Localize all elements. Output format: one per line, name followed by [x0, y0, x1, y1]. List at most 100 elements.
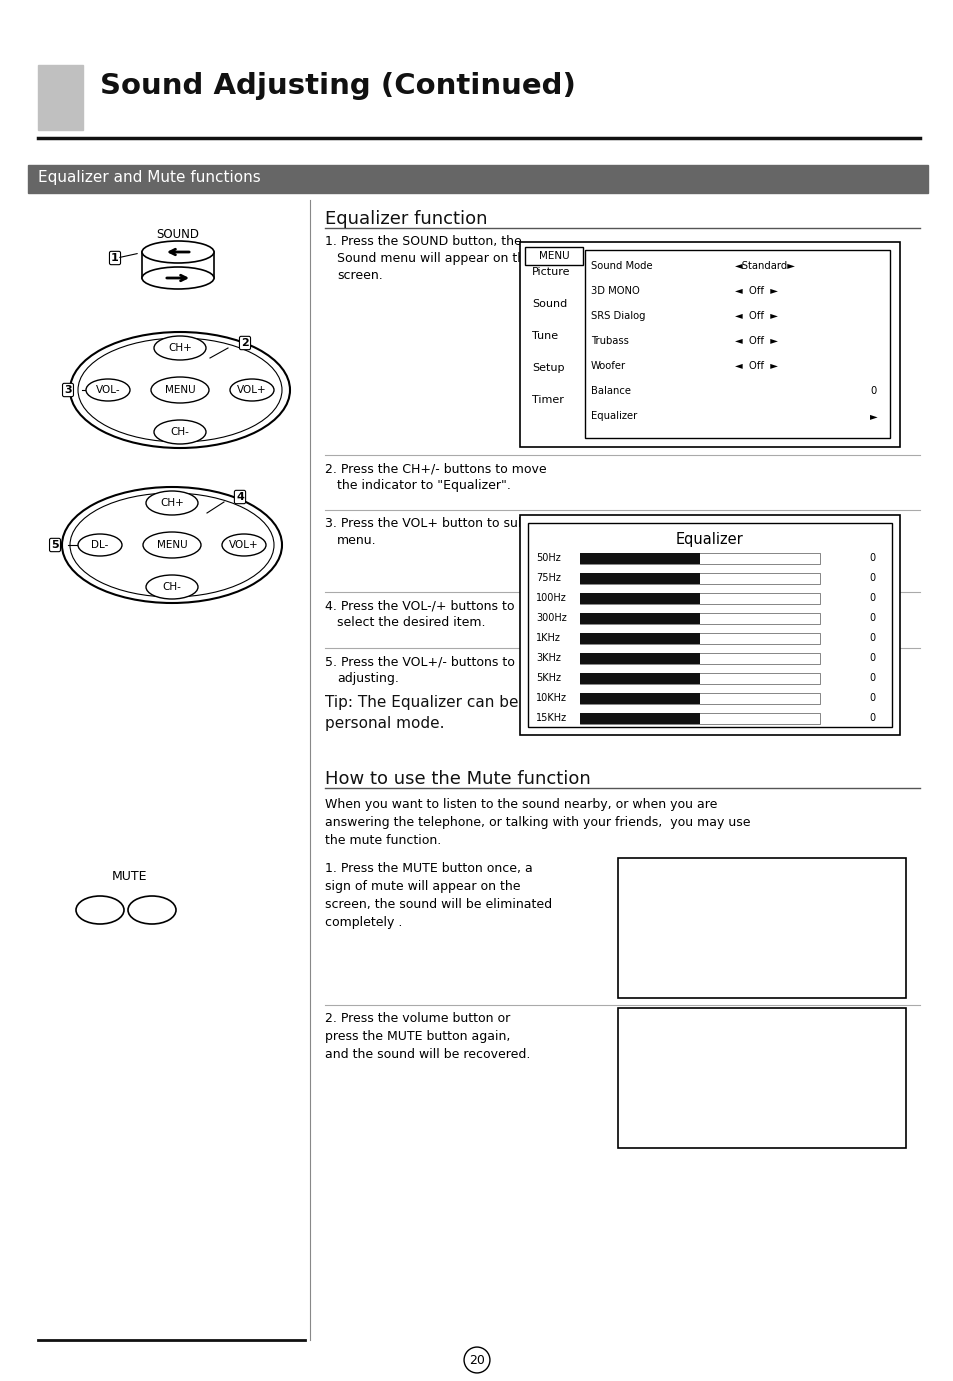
Ellipse shape — [153, 336, 206, 360]
Text: DL-: DL- — [91, 540, 109, 550]
Text: ◄  Off  ►: ◄ Off ► — [734, 360, 778, 371]
Text: Equalizer function: Equalizer function — [325, 210, 487, 228]
Text: 1KHz: 1KHz — [536, 632, 560, 644]
Text: VOL+: VOL+ — [229, 540, 258, 550]
Text: 0: 0 — [868, 673, 874, 684]
Ellipse shape — [142, 267, 213, 289]
Text: CH-: CH- — [162, 581, 181, 592]
Text: 0: 0 — [868, 592, 874, 603]
Text: Sound Adjusting (Continued): Sound Adjusting (Continued) — [100, 72, 576, 99]
Text: CH+: CH+ — [168, 342, 192, 354]
Text: 0: 0 — [868, 573, 874, 583]
Text: Timer: Timer — [532, 395, 563, 405]
Text: select the desired item.: select the desired item. — [336, 616, 485, 628]
Text: 0: 0 — [868, 632, 874, 644]
Bar — [579, 613, 700, 624]
Text: VOL+: VOL+ — [237, 385, 267, 395]
Text: Tip: The Equalizer can be adjusting only for the
personal mode.: Tip: The Equalizer can be adjusting only… — [325, 695, 686, 731]
Bar — [579, 632, 820, 644]
Bar — [579, 653, 700, 664]
Text: Sound: Sound — [532, 300, 567, 309]
Text: SOUND: SOUND — [156, 228, 199, 242]
Text: 10KHz: 10KHz — [536, 693, 566, 703]
Text: Trubass: Trubass — [590, 336, 628, 347]
Text: 2: 2 — [241, 338, 249, 348]
Bar — [579, 613, 820, 624]
Ellipse shape — [62, 487, 282, 603]
Bar — [579, 632, 700, 644]
Bar — [579, 713, 700, 724]
Text: Sound menu will appear on the: Sound menu will appear on the — [336, 251, 533, 265]
Text: Equalizer: Equalizer — [676, 532, 743, 547]
Text: CH-: CH- — [171, 427, 190, 436]
Text: Equalizer: Equalizer — [590, 412, 637, 421]
Text: 1. Press the MUTE button once, a
sign of mute will appear on the
screen, the sou: 1. Press the MUTE button once, a sign of… — [325, 862, 552, 929]
Bar — [579, 653, 820, 664]
Bar — [527, 523, 891, 726]
Bar — [579, 573, 700, 584]
Text: ◄  Off  ►: ◄ Off ► — [734, 311, 778, 320]
Text: MUTE: MUTE — [112, 870, 148, 882]
Text: CH+: CH+ — [160, 499, 184, 508]
Text: 0: 0 — [868, 552, 874, 563]
Text: VOL-: VOL- — [95, 385, 120, 395]
Text: 3D MONO: 3D MONO — [590, 286, 639, 296]
Ellipse shape — [143, 532, 201, 558]
Text: 0: 0 — [868, 713, 874, 724]
Text: Setup: Setup — [532, 363, 564, 373]
Text: 1: 1 — [111, 253, 119, 262]
Text: screen.: screen. — [336, 269, 382, 282]
Ellipse shape — [78, 534, 122, 557]
Text: MENU: MENU — [156, 540, 187, 550]
Text: 50Hz: 50Hz — [536, 552, 560, 563]
Bar — [579, 552, 820, 563]
Bar — [579, 552, 700, 563]
Ellipse shape — [70, 331, 290, 447]
Text: 15KHz: 15KHz — [536, 713, 566, 724]
Text: 0: 0 — [868, 613, 874, 623]
Ellipse shape — [222, 534, 266, 557]
Bar — [142, 251, 213, 278]
Bar — [579, 592, 820, 603]
Text: menu.: menu. — [336, 534, 376, 547]
Bar — [38, 65, 83, 130]
Text: Sound Mode: Sound Mode — [590, 261, 652, 271]
Text: 4. Press the VOL-/+ buttons to: 4. Press the VOL-/+ buttons to — [325, 599, 514, 612]
Text: 3: 3 — [64, 385, 71, 395]
Text: 3KHz: 3KHz — [536, 653, 560, 663]
Bar — [579, 592, 700, 603]
Text: ►: ► — [869, 412, 877, 421]
Text: MENU: MENU — [538, 251, 569, 261]
Bar — [579, 693, 700, 704]
Text: 3. Press the VOL+ button to sub-: 3. Press the VOL+ button to sub- — [325, 516, 530, 530]
Ellipse shape — [86, 378, 130, 400]
Ellipse shape — [76, 896, 124, 924]
Text: Picture: Picture — [532, 267, 570, 278]
Ellipse shape — [153, 420, 206, 445]
Text: 2. Press the CH+/- buttons to move: 2. Press the CH+/- buttons to move — [325, 463, 546, 475]
Text: 5: 5 — [51, 540, 59, 550]
Bar — [28, 164, 927, 193]
Text: the indicator to "Equalizer".: the indicator to "Equalizer". — [336, 479, 511, 492]
Bar — [579, 713, 820, 724]
Text: When you want to listen to the sound nearby, or when you are
answering the telep: When you want to listen to the sound nea… — [325, 798, 750, 847]
Text: 0: 0 — [868, 693, 874, 703]
Text: 5. Press the VOL+/- buttons to: 5. Press the VOL+/- buttons to — [325, 655, 515, 668]
Text: Equalizer and Mute functions: Equalizer and Mute functions — [38, 170, 260, 185]
Ellipse shape — [146, 574, 198, 599]
Text: Balance: Balance — [590, 387, 630, 396]
Text: 0: 0 — [869, 387, 876, 396]
Text: 100Hz: 100Hz — [536, 592, 566, 603]
Text: SRS Dialog: SRS Dialog — [590, 311, 645, 320]
Ellipse shape — [142, 242, 213, 262]
Ellipse shape — [151, 377, 209, 403]
Text: adjusting.: adjusting. — [336, 673, 398, 685]
Text: 1. Press the SOUND button, the: 1. Press the SOUND button, the — [325, 235, 521, 249]
Text: 4: 4 — [235, 492, 244, 503]
Text: How to use the Mute function: How to use the Mute function — [325, 771, 590, 789]
Text: ◄Standard►: ◄Standard► — [734, 261, 795, 271]
Bar — [579, 693, 820, 704]
Ellipse shape — [230, 378, 274, 400]
Text: 75Hz: 75Hz — [536, 573, 560, 583]
Text: 0: 0 — [868, 653, 874, 663]
